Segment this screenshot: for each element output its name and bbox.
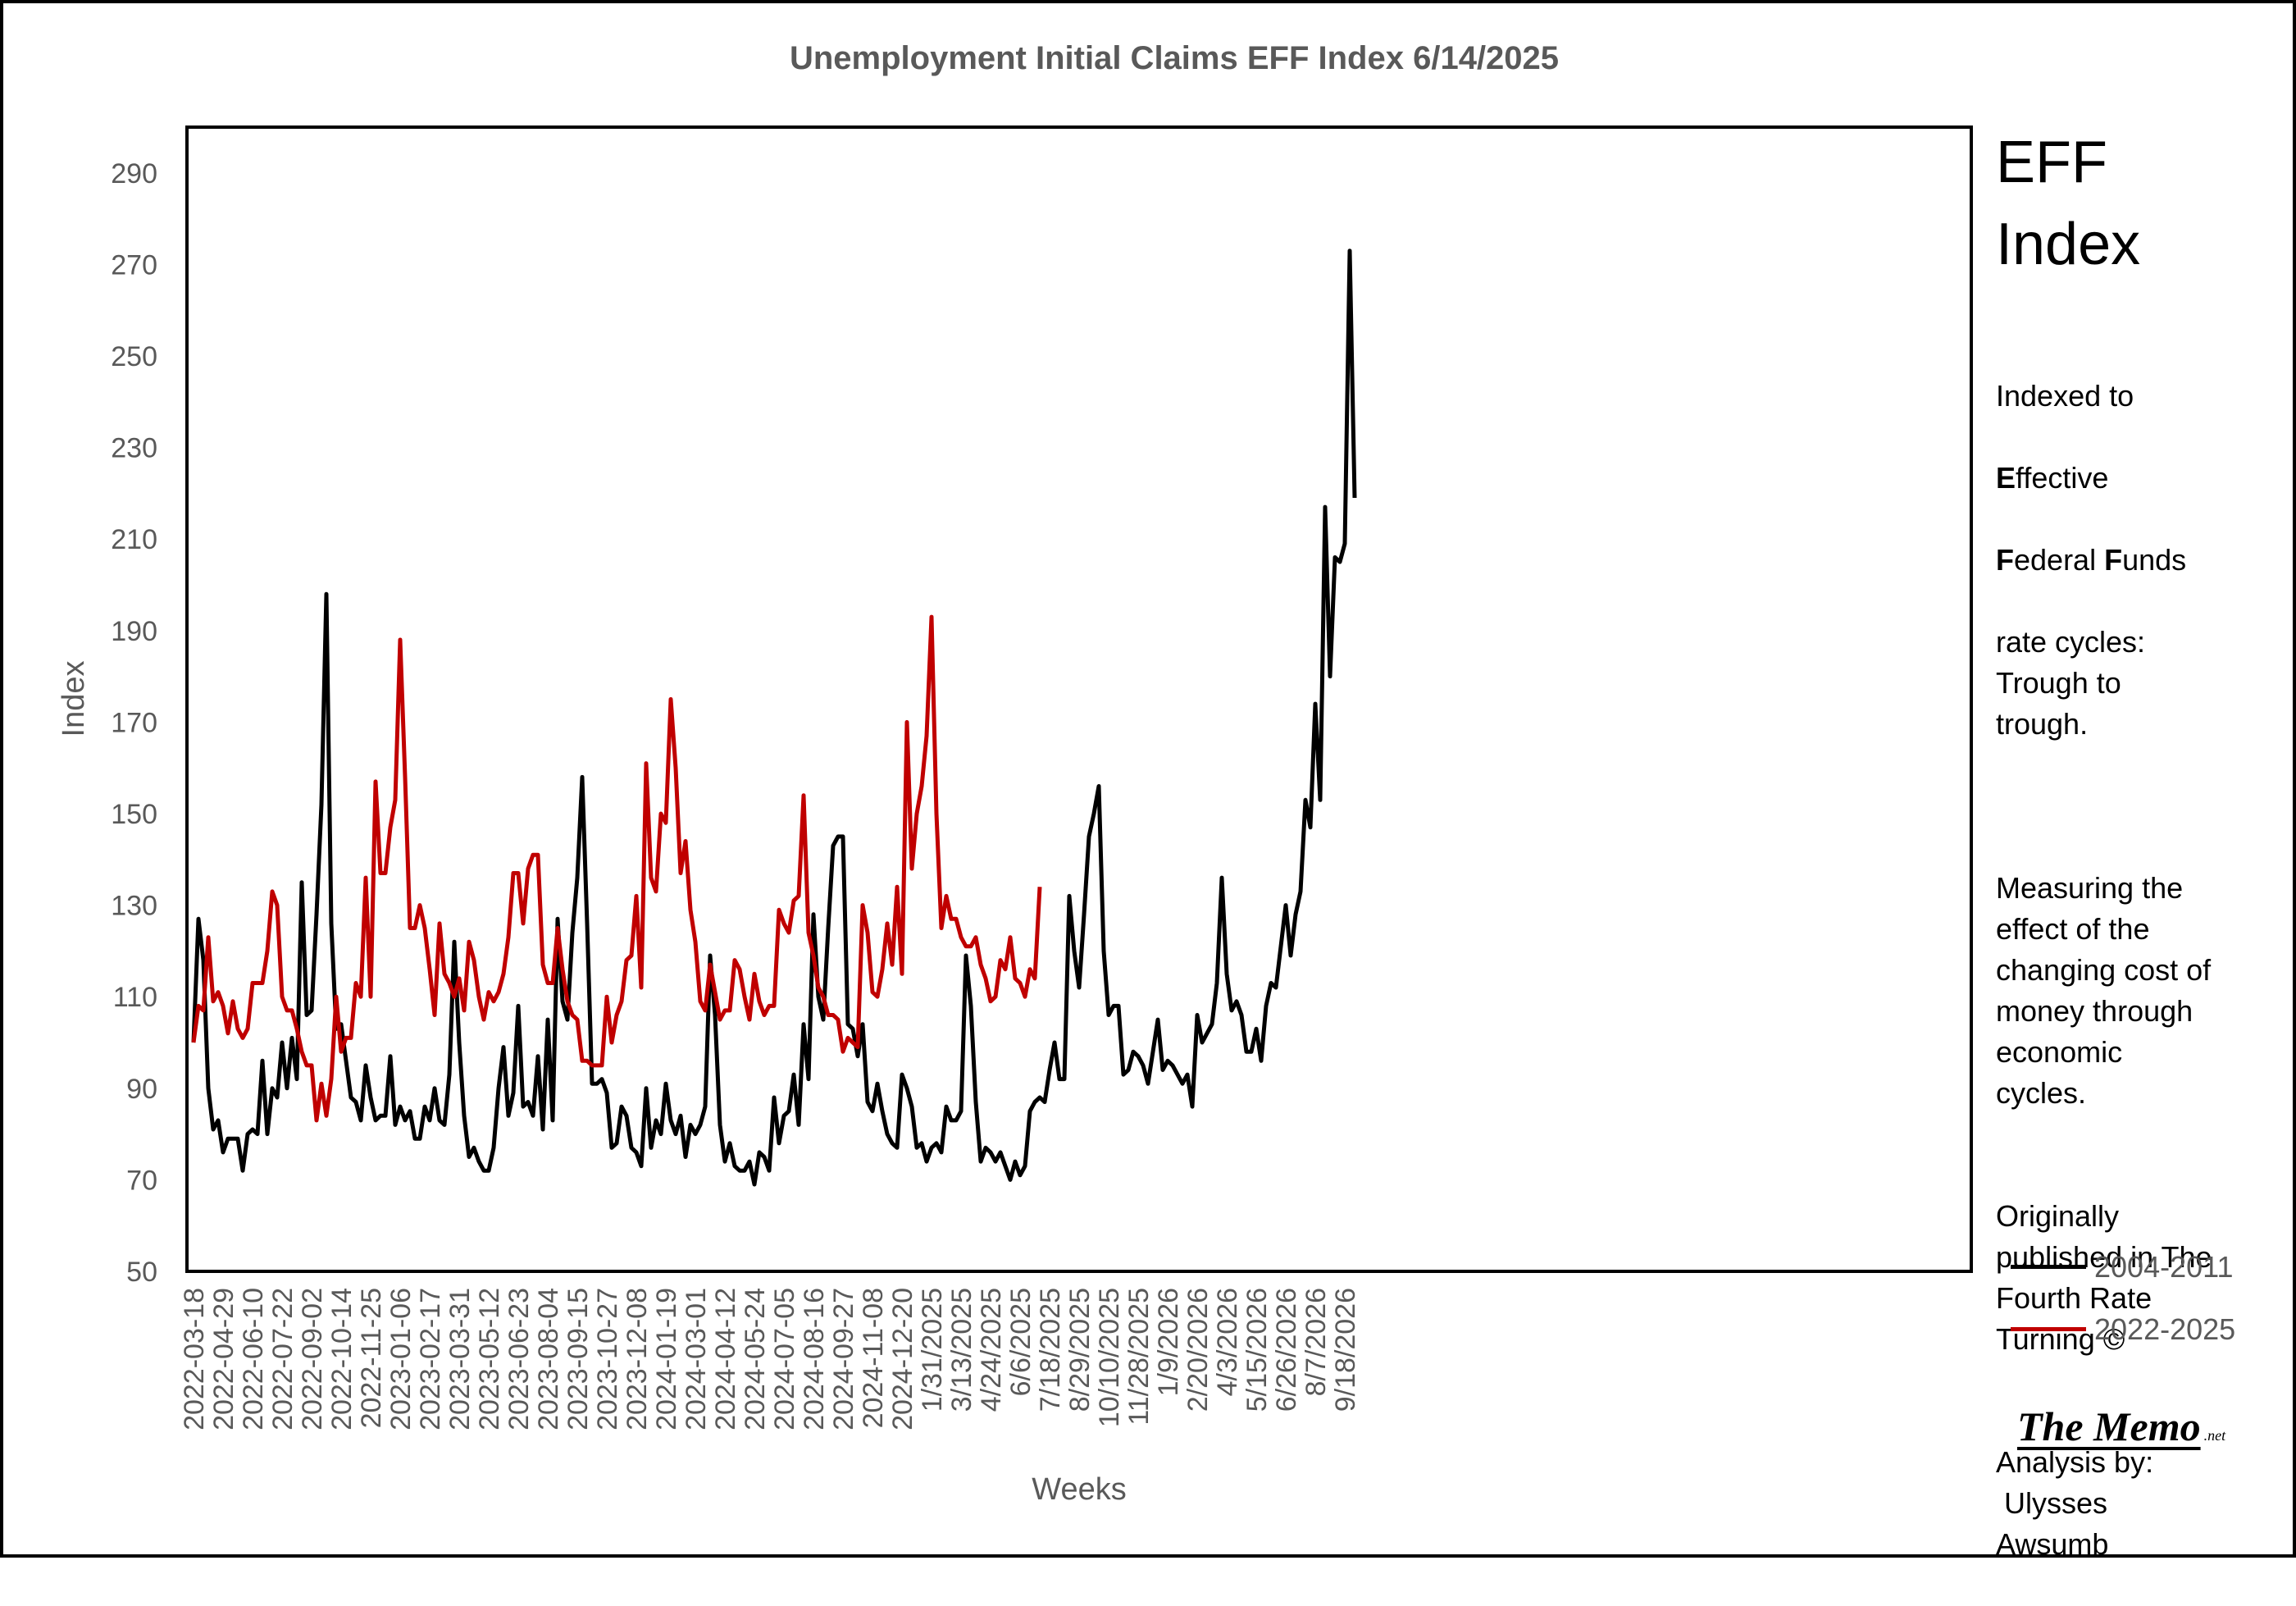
series-line-2004-2011 (191, 249, 1357, 1187)
x-tick-label: 2024-07-05 (769, 1288, 800, 1430)
y-tick-label: 110 (113, 982, 157, 1013)
indexed-to-text: Indexed to (1996, 379, 2134, 413)
x-tick-label: 3/13/2025 (946, 1288, 977, 1412)
funds-rest: unds (2122, 543, 2187, 577)
chart-title: Unemployment Initial Claims EFF Index 6/… (790, 40, 1559, 76)
x-tick-label: 5/15/2026 (1241, 1288, 1273, 1412)
legend-item-2004-2011: 2004-2011 (2011, 1247, 2289, 1288)
x-tick-label: 2024-03-01 (681, 1288, 712, 1430)
x-tick-label: 2024-09-27 (828, 1288, 859, 1430)
legend-swatch-2022-2025 (2011, 1327, 2086, 1331)
y-tick-label: 130 (111, 891, 157, 922)
funds-initial: F (2104, 543, 2123, 577)
x-tick-label: 2022-06-10 (238, 1288, 269, 1430)
y-tick-label: 50 (126, 1257, 157, 1288)
x-tick-label: 11/28/2025 (1123, 1288, 1155, 1426)
logo-main-text: The Memo (2017, 1403, 2201, 1449)
effective-line: Effective (1996, 458, 2291, 499)
x-tick-label: 2022-07-22 (267, 1288, 298, 1430)
y-tick-label: 90 (126, 1074, 157, 1105)
indexed-to-paragraph: Indexed to Effective Federal Funds rate … (1996, 335, 2291, 786)
legend-item-2022-2025: 2022-2025 (2011, 1309, 2289, 1350)
rate-cycles-text: rate cycles: Trough to trough. (1996, 625, 2146, 741)
line-chart: Unemployment Initial Claims EFF Index 6/… (57, 40, 1973, 1507)
x-tick-label: 4/3/2026 (1212, 1288, 1243, 1396)
side-heading-line2: Index (1996, 212, 2141, 277)
x-tick-label: 7/18/2025 (1035, 1288, 1066, 1412)
measuring-paragraph: Measuring the effect of the changing cos… (1996, 871, 2212, 1110)
x-tick-label: 2022-11-25 (356, 1288, 387, 1428)
x-tick-label: 2023-02-17 (415, 1288, 446, 1430)
y-tick-label: 190 (111, 616, 157, 647)
x-tick-label: 6/6/2025 (1005, 1288, 1036, 1396)
side-annotation: EFF Index Indexed to Effective Federal Fu… (1996, 121, 2291, 1606)
x-tick-label: 2023-01-06 (385, 1288, 417, 1430)
y-tick-label: 250 (111, 341, 157, 372)
x-tick-label: 8/29/2025 (1064, 1288, 1096, 1412)
series-layer (191, 249, 1357, 1187)
x-tick-label: 2022-04-29 (208, 1288, 239, 1430)
x-tick-label: 1/9/2026 (1153, 1288, 1184, 1396)
x-tick-label: 2022-10-14 (326, 1288, 358, 1430)
effective-rest: ffective (2016, 461, 2109, 495)
x-tick-label: 10/10/2025 (1094, 1288, 1125, 1427)
x-tick-label: 2023-09-15 (563, 1288, 594, 1430)
y-tick-label: 210 (111, 524, 157, 555)
y-tick-label: 70 (126, 1165, 157, 1196)
y-tick-label: 290 (111, 158, 157, 189)
x-tick-label: 2023-06-23 (503, 1288, 535, 1430)
x-tick-label: 2023-10-27 (592, 1288, 623, 1430)
x-tick-label: 2023-05-12 (474, 1288, 505, 1430)
x-axis-ticks: 2022-03-182022-04-292022-06-102022-07-22… (179, 1288, 1361, 1430)
side-heading-line1: EFF (1996, 130, 2107, 195)
x-tick-label: 2024-11-08 (858, 1288, 889, 1428)
federal-rest: ederal (2014, 543, 2105, 577)
y-tick-label: 170 (111, 707, 157, 738)
x-tick-label: 4/24/2025 (976, 1288, 1007, 1412)
x-tick-label: 1/31/2025 (917, 1288, 948, 1412)
memo-logo: The Memo .net (2017, 1403, 2225, 1450)
x-axis-label: Weeks (1032, 1472, 1126, 1507)
y-tick-label: 230 (111, 433, 157, 464)
x-tick-label: 2024-01-19 (651, 1288, 682, 1430)
analysis-paragraph: Analysis by: Ulysses Awsumb (1996, 1445, 2154, 1561)
legend-label-2022-2025: 2022-2025 (2094, 1312, 2236, 1346)
x-tick-label: 2/20/2026 (1182, 1288, 1214, 1412)
legend-swatch-2004-2011 (2011, 1265, 2086, 1269)
federal-initial: F (1996, 543, 2014, 577)
x-tick-label: 2023-03-31 (444, 1288, 476, 1430)
series-line-2022-2025 (191, 614, 1042, 1123)
y-axis-label: Index (57, 661, 91, 737)
y-tick-label: 150 (111, 799, 157, 830)
x-tick-label: 2024-12-20 (887, 1288, 918, 1430)
x-tick-label: 2022-09-02 (297, 1288, 328, 1430)
y-axis-ticks: 50 70 90 110 130 150 170 190 210 230 250 270 290 (111, 158, 157, 1288)
x-tick-label: 2022-03-18 (179, 1288, 210, 1430)
x-tick-label: 9/18/2026 (1330, 1288, 1361, 1412)
x-tick-label: 2024-08-16 (799, 1288, 830, 1430)
effective-initial: E (1996, 461, 2016, 495)
x-tick-label: 2024-04-12 (710, 1288, 741, 1430)
x-tick-label: 2024-05-24 (740, 1288, 771, 1430)
federal-funds-line: Federal Funds (1996, 540, 2291, 581)
plot-area (185, 125, 1973, 1273)
x-tick-label: 6/26/2026 (1271, 1288, 1302, 1412)
side-heading: EFF Index (1996, 121, 2291, 285)
legend-label-2004-2011: 2004-2011 (2094, 1250, 2234, 1284)
x-tick-label: 2023-08-04 (533, 1288, 564, 1430)
x-tick-label: 8/7/2026 (1301, 1288, 1332, 1396)
x-tick-label: 2023-12-08 (622, 1288, 653, 1430)
y-tick-label: 270 (111, 249, 157, 281)
logo-suffix-text: .net (2203, 1427, 2226, 1444)
